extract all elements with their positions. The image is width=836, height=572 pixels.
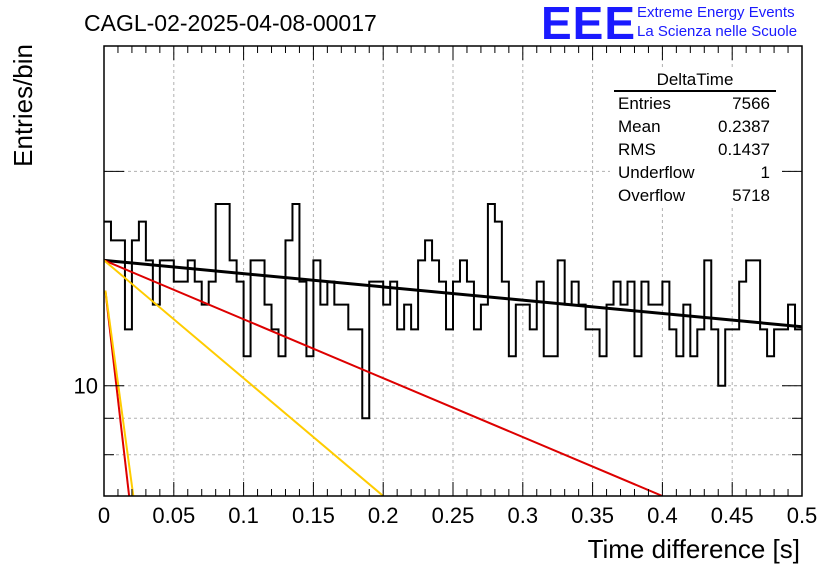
stats-label: Underflow bbox=[618, 163, 695, 182]
stats-value: 0.2387 bbox=[718, 117, 770, 136]
x-tick-label: 0 bbox=[98, 503, 110, 528]
x-tick-label: 0.3 bbox=[508, 503, 539, 528]
logo-line-1: Extreme Energy Events bbox=[637, 4, 795, 21]
y-axis-ticks: 10 bbox=[74, 45, 802, 497]
stats-title: DeltaTime bbox=[614, 70, 776, 92]
x-axis-label: Time difference [s] bbox=[588, 534, 800, 564]
fit-line-2 bbox=[104, 259, 663, 496]
fit-line-1 bbox=[104, 258, 802, 329]
stats-row-underflow: Underflow 1 bbox=[610, 161, 780, 184]
chart-title: CAGL-02-2025-04-08-00017 bbox=[84, 10, 377, 36]
stats-value: 5718 bbox=[732, 186, 770, 205]
fit-line-5 bbox=[104, 290, 135, 496]
histogram-series bbox=[104, 202, 802, 420]
histogram-step-line bbox=[104, 202, 802, 420]
stats-label: RMS bbox=[618, 140, 656, 159]
logo-caption: Extreme Energy Events La Scienza nelle S… bbox=[637, 3, 797, 41]
logo-line-2: La Scienza nelle Scuole bbox=[637, 23, 798, 40]
x-tick-label: 0.4 bbox=[647, 503, 678, 528]
y-tick-label: 10 bbox=[74, 374, 98, 399]
stats-label: Entries bbox=[618, 94, 671, 113]
stats-value: 7566 bbox=[732, 94, 770, 113]
x-tick-label: 0.15 bbox=[292, 503, 335, 528]
x-tick-label: 0.45 bbox=[711, 503, 754, 528]
stats-label: Mean bbox=[618, 117, 661, 136]
x-tick-label: 0.05 bbox=[152, 503, 195, 528]
fit-curves bbox=[104, 258, 802, 496]
stats-label: Overflow bbox=[618, 186, 686, 205]
stats-value: 0.1437 bbox=[718, 140, 770, 159]
stats-box: DeltaTime Entries 7566 Mean 0.2387 RMS 0… bbox=[610, 70, 780, 207]
stats-row-mean: Mean 0.2387 bbox=[610, 115, 780, 138]
stats-row-entries: Entries 7566 bbox=[610, 92, 780, 115]
x-tick-label: 0.2 bbox=[368, 503, 399, 528]
x-axis-ticks: 0 0.05 0.1 0.15 0.2 0.25 0.3 0.35 0.4 0.45 0.5 bbox=[98, 46, 817, 528]
stats-value: 1 bbox=[760, 163, 770, 182]
x-tick-label: 0.35 bbox=[571, 503, 614, 528]
x-tick-label: 0.5 bbox=[787, 503, 818, 528]
stats-row-overflow: Overflow 5718 bbox=[610, 184, 780, 207]
eee-logo: EEE bbox=[541, 0, 637, 49]
stats-row-rms: RMS 0.1437 bbox=[610, 138, 780, 161]
x-tick-label: 0.1 bbox=[228, 503, 259, 528]
fit-line-3 bbox=[104, 259, 384, 496]
x-tick-label: 0.25 bbox=[432, 503, 475, 528]
y-axis-label: Entries/bin bbox=[8, 44, 38, 167]
